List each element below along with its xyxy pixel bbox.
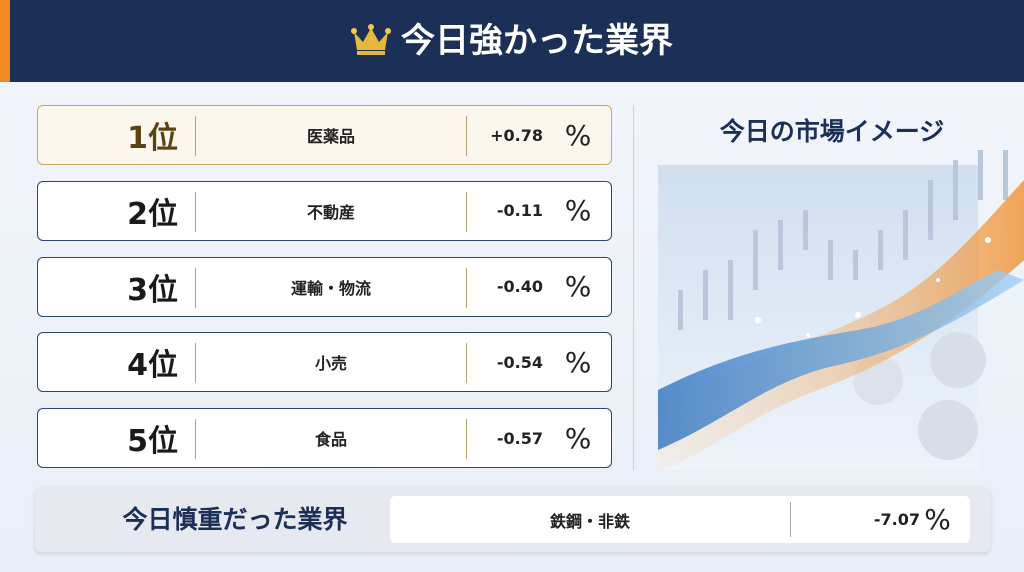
- change: -0.54: [496, 352, 543, 372]
- change: -0.11: [496, 201, 543, 221]
- change: -0.57: [496, 428, 543, 448]
- weakest-panel: 今日慎重だった業界 鉄鋼・非鉄 -7.07 %: [35, 487, 990, 552]
- accent-strip: [0, 0, 10, 82]
- divider: [466, 116, 467, 156]
- divider: [466, 343, 467, 384]
- divider: [195, 116, 196, 156]
- ranking-row: 4位 小売 -0.54%: [37, 332, 612, 393]
- divider: [466, 191, 467, 232]
- industry: 食品: [314, 430, 347, 450]
- weakest-change: -7.07: [873, 510, 920, 529]
- change: -0.40: [496, 277, 543, 297]
- unit: %: [564, 270, 592, 304]
- ranking-row: 2位 不動産 -0.11%: [37, 180, 612, 241]
- market-image: [658, 150, 1024, 470]
- weakest-industry: 鉄鋼・非鉄: [549, 511, 630, 531]
- divider: [195, 343, 196, 384]
- unit: %: [564, 345, 592, 379]
- divider: [633, 105, 634, 470]
- industry: 医薬品: [306, 127, 355, 146]
- rank: 4位: [127, 348, 178, 384]
- unit: %: [564, 118, 592, 152]
- divider: [195, 191, 196, 232]
- rank: 3位: [127, 272, 178, 308]
- rank: 5位: [127, 424, 178, 460]
- weakest-title: 今日慎重だった業界: [122, 505, 348, 534]
- header-bar: [0, 0, 1024, 82]
- weakest-unit: %: [924, 503, 951, 536]
- divider: [195, 267, 196, 308]
- industry: 小売: [314, 354, 347, 374]
- crown-icon: [351, 24, 391, 55]
- industry: 運輸・物流: [290, 278, 371, 298]
- header-title: 今日強かった業界: [401, 21, 673, 61]
- divider: [466, 419, 467, 460]
- industry: 不動産: [306, 202, 355, 222]
- divider: [195, 419, 196, 460]
- panel-title: 今日の市場イメージ: [719, 117, 945, 146]
- unit: %: [564, 421, 592, 455]
- change: +0.78: [490, 125, 543, 145]
- ranking-row: 1位 医薬品 +0.78%: [37, 105, 612, 165]
- header-title-wrap: 今日強かった業界: [0, 0, 1024, 82]
- divider: [466, 267, 467, 308]
- rank: 1位: [127, 121, 178, 156]
- unit: %: [564, 194, 592, 228]
- ranking-row: 5位 食品 -0.57%: [37, 408, 612, 469]
- weakest-row: 鉄鋼・非鉄 -7.07 %: [390, 496, 970, 543]
- rank: 2位: [127, 196, 178, 232]
- divider: [790, 502, 791, 537]
- ranking-row: 3位 運輸・物流 -0.40%: [37, 256, 612, 317]
